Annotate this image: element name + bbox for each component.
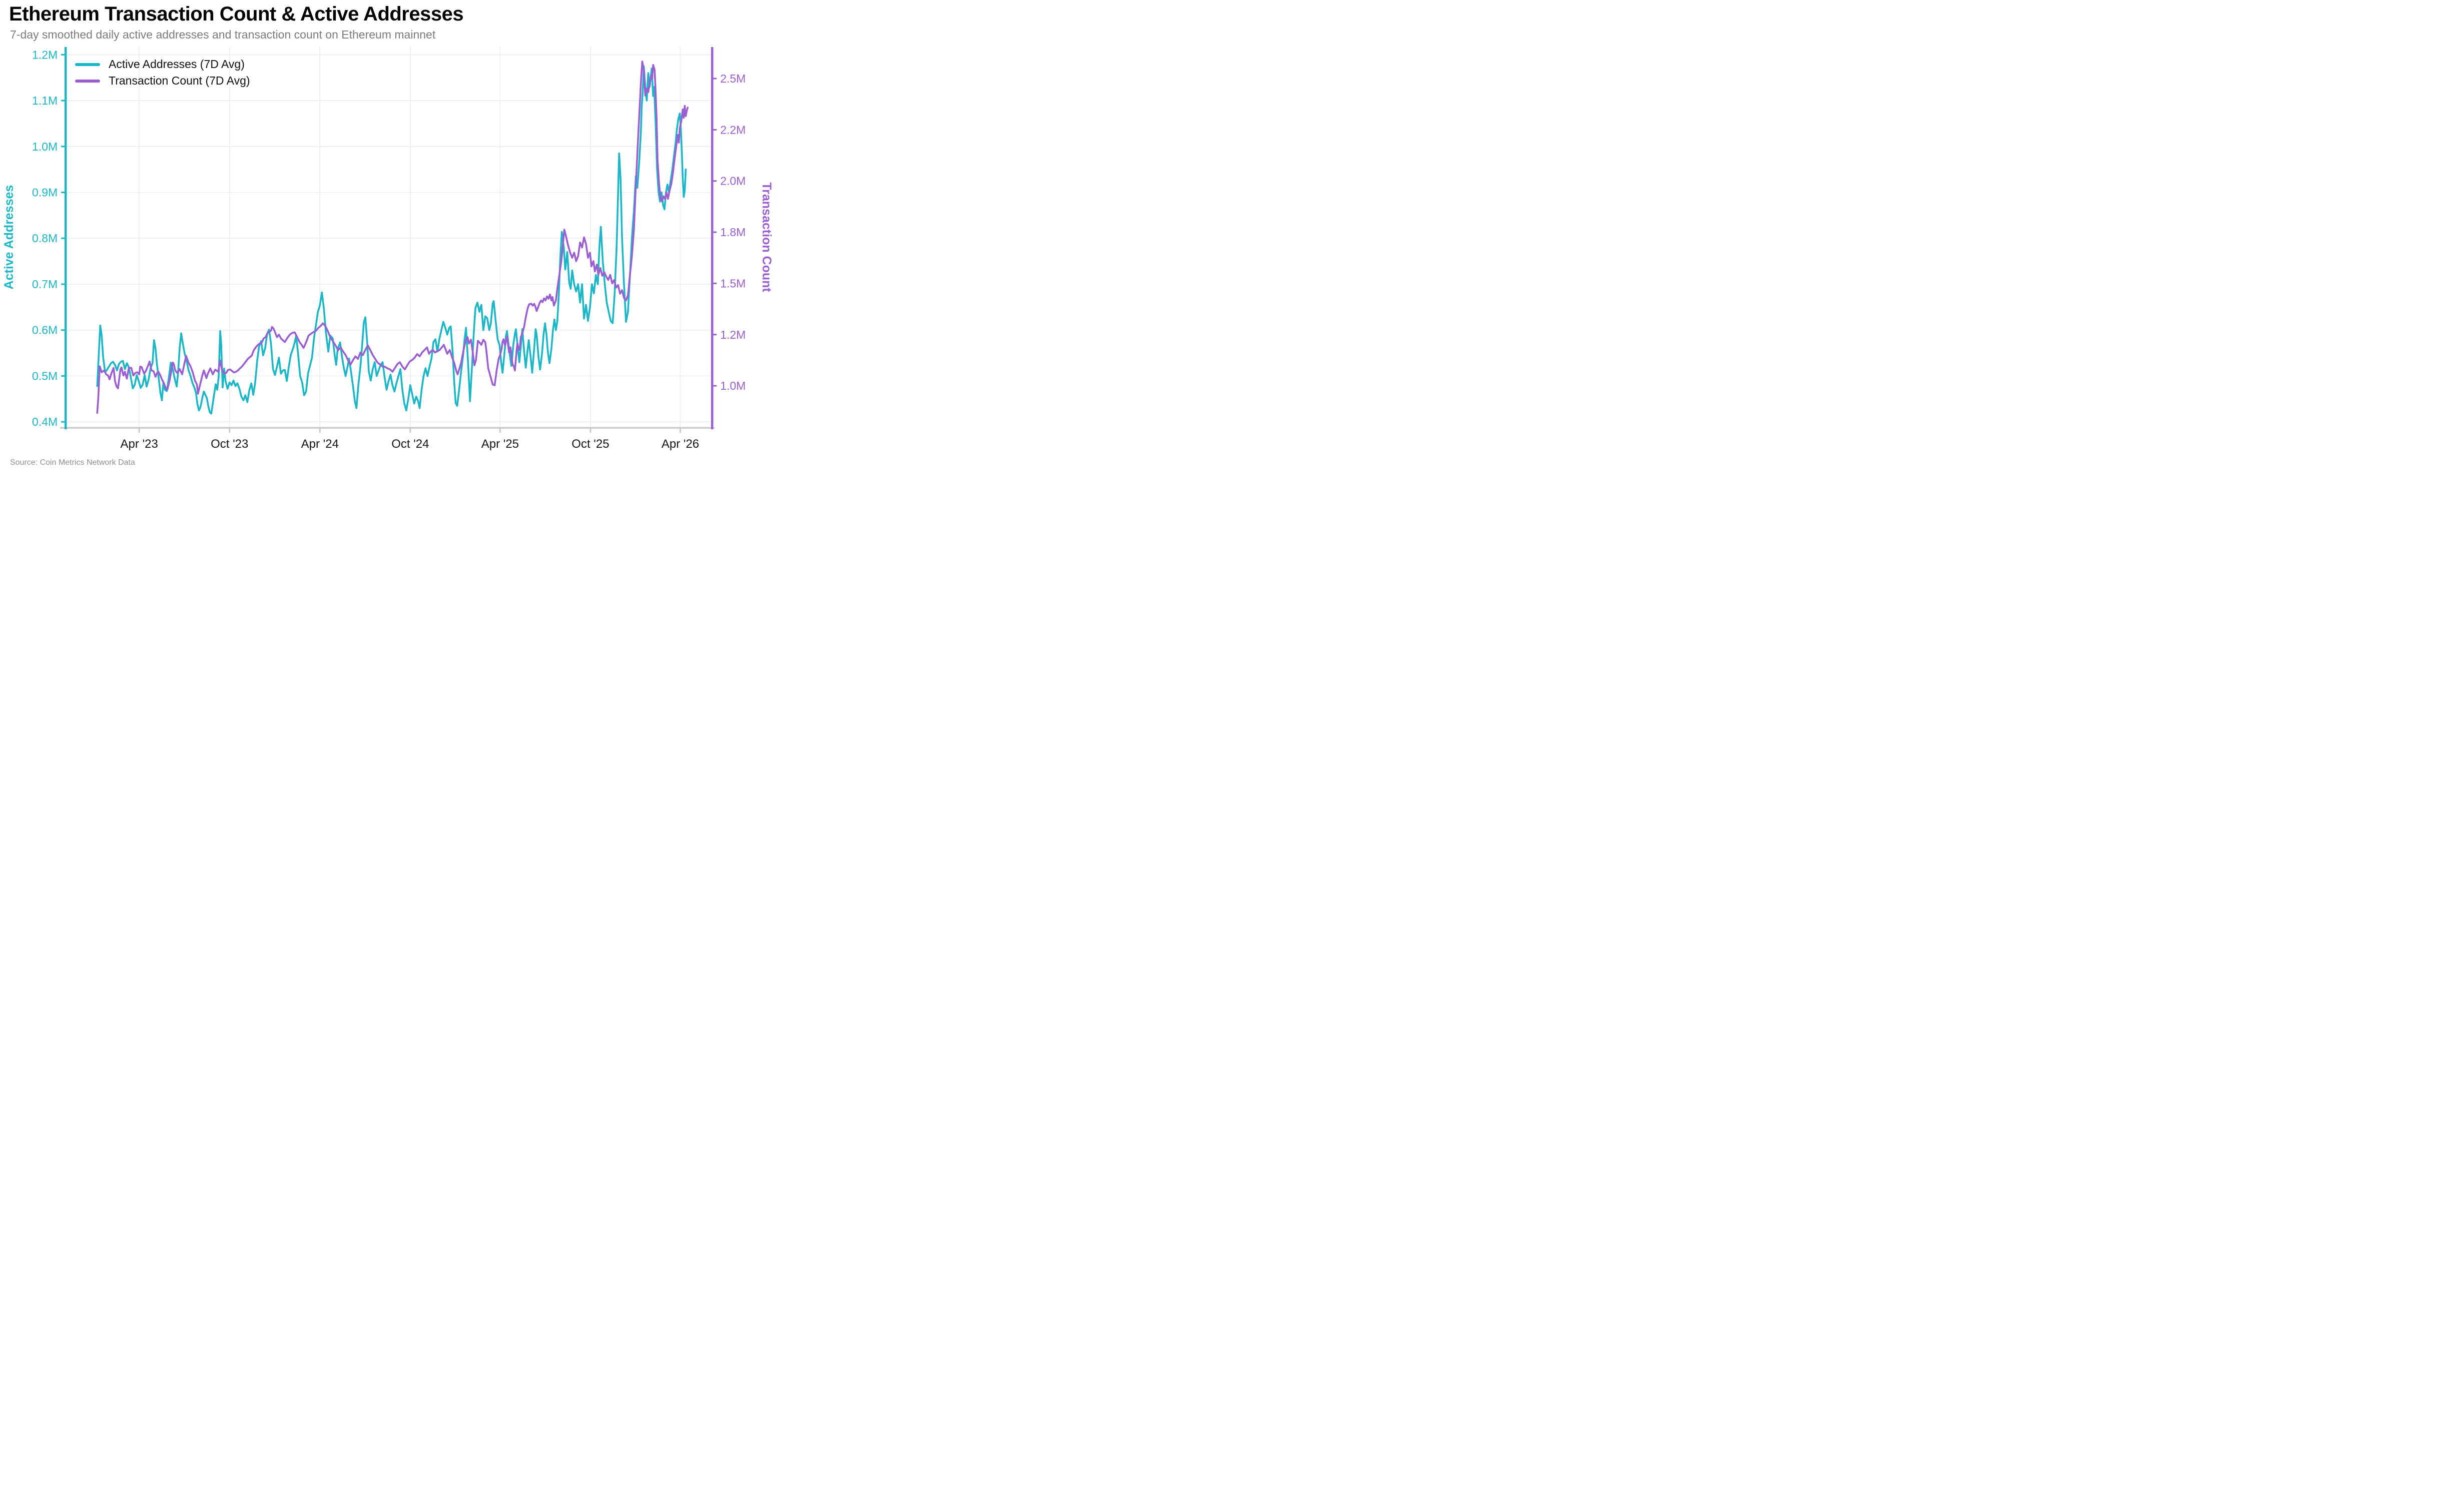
right-axis-tick-label: 1.0M [720,379,746,392]
right-axis-tick-label: 1.8M [720,226,746,239]
x-axis-tick-label: Apr '24 [301,437,339,451]
active-addresses-series-line [96,65,687,415]
legend-label: Transaction Count (7D Avg) [109,74,250,87]
left-axis-tick-label: 0.9M [32,186,58,199]
left-axis-tick-label: 0.4M [32,415,58,428]
transaction-count-line-swatch [75,79,100,83]
legend-label: Active Addresses (7D Avg) [109,58,245,71]
right-axis-title: Transaction Count [760,182,774,292]
left-axis-title: Active Addresses [2,185,16,290]
right-axis-tick-label: 2.5M [720,72,746,85]
left-axis-tick-label: 0.8M [32,232,58,245]
right-axis-tick-label: 1.5M [720,277,746,290]
left-axis-tick-label: 1.0M [32,140,58,153]
left-axis-tick-label: 0.7M [32,278,58,291]
legend-item-active-addresses: Active Addresses (7D Avg) [75,56,250,73]
x-axis-tick-label: Oct '25 [571,437,609,451]
x-axis-tick-label: Oct '23 [211,437,248,451]
right-axis-tick-label: 1.2M [720,328,746,341]
left-axis-tick-label: 1.2M [32,48,58,61]
right-axis-tick-label: 2.2M [720,123,746,136]
legend-item-transaction-count: Transaction Count (7D Avg) [75,73,250,89]
page-title: Ethereum Transaction Count & Active Addr… [9,3,464,25]
left-axis-tick-label: 0.5M [32,369,58,382]
source-note: Source: Coin Metrics Network Data [10,458,135,467]
x-axis-tick-label: Apr '23 [121,437,158,451]
left-axis-tick-label: 1.1M [32,94,58,107]
right-axis-tick-label: 2.0M [720,175,746,188]
page-subtitle: 7-day smoothed daily active addresses an… [10,28,436,41]
chart-page: 1.2M 1.1M 1.0M 0.9M 0.8M 0.7M 0.6M 0.5M 0.4M 2.5M… [0,0,774,471]
chart-legend: Active Addresses (7D Avg) Transaction Co… [75,56,250,89]
left-axis-tick-label: 0.6M [32,324,58,337]
dual-axis-line-chart: 1.2M 1.1M 1.0M 0.9M 0.8M 0.7M 0.6M 0.5M 0.4M 2.5M… [2,47,774,451]
x-axis-tick-label: Apr '26 [662,437,699,451]
active-addresses-line-swatch [75,63,100,66]
x-axis-tick-label: Oct '24 [391,437,429,451]
transaction-count-series-line [96,61,689,414]
x-axis-tick-label: Apr '25 [481,437,519,451]
